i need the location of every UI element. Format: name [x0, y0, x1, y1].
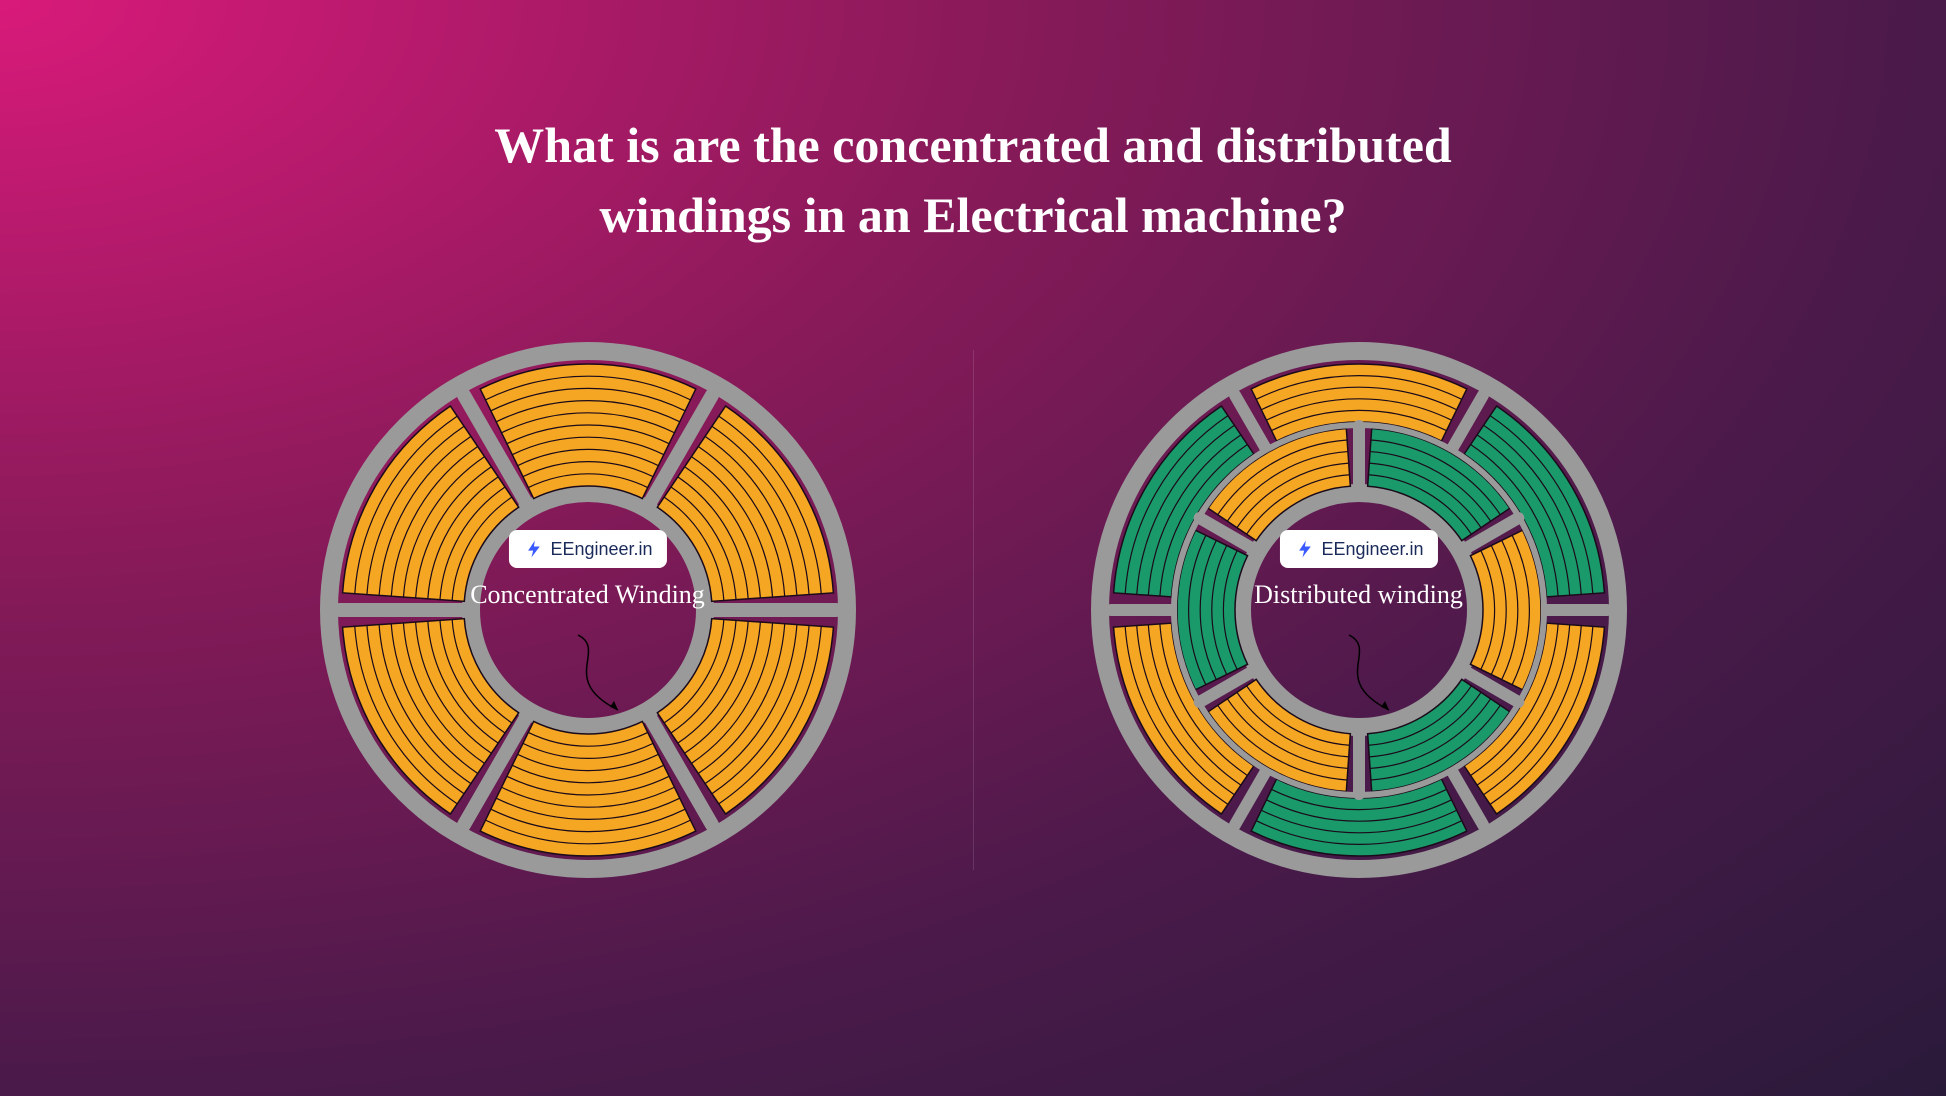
badge-text: EEngineer.in	[1321, 539, 1423, 560]
brand-badge: EEngineer.in	[1279, 530, 1437, 568]
page-title: What is are the concentrated and distrib…	[273, 0, 1673, 250]
bolt-icon	[1293, 538, 1315, 560]
concentrated-winding-svg	[308, 330, 868, 890]
title-line-2: windings in an Electrical machine?	[599, 187, 1346, 243]
title-line-1: What is are the concentrated and distrib…	[494, 117, 1451, 173]
left-diagram: EEngineer.in Concentrated Winding	[203, 330, 973, 890]
right-diagram: EEngineer.in Distributed winding	[974, 330, 1744, 890]
bolt-icon	[522, 538, 544, 560]
badge-text: EEngineer.in	[550, 539, 652, 560]
left-caption: Concentrated Winding	[470, 580, 705, 610]
brand-badge: EEngineer.in	[508, 530, 666, 568]
right-caption: Distributed winding	[1254, 580, 1463, 610]
distributed-winding-svg	[1079, 330, 1639, 890]
diagrams-row: EEngineer.in Concentrated Winding EEngin…	[0, 330, 1946, 890]
